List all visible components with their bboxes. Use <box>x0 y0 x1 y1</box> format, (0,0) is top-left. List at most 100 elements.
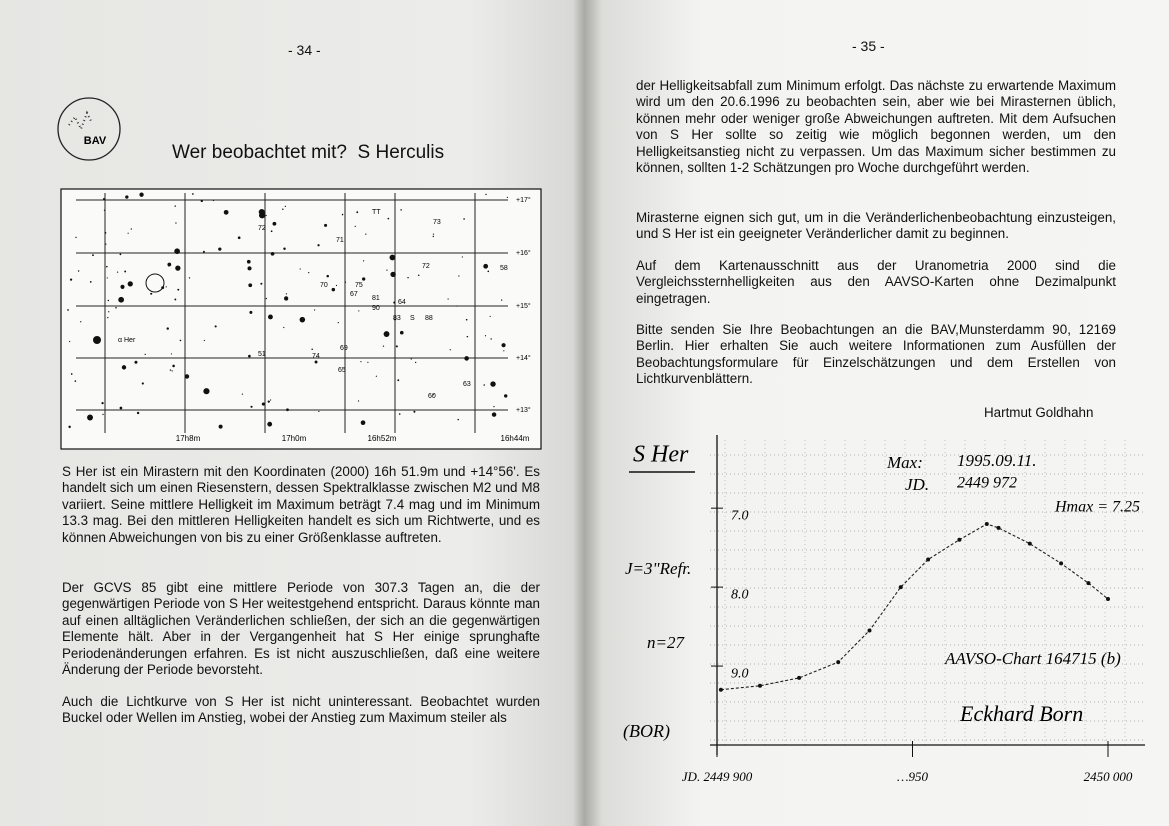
star <box>285 293 288 295</box>
x-tick-label: JD. 2449 900 <box>682 769 753 784</box>
star <box>247 266 252 271</box>
page-number: - 35 - <box>852 38 885 54</box>
star <box>314 360 318 364</box>
star <box>200 199 203 203</box>
star <box>285 298 288 301</box>
observer: Eckhard Born <box>959 701 1083 726</box>
star <box>456 305 458 307</box>
chart-note: AAVSO-Chart 164715 (b) <box>944 649 1121 668</box>
star-label: 81 <box>372 295 380 302</box>
star <box>249 310 253 314</box>
star <box>489 315 491 318</box>
observation <box>898 585 903 590</box>
star <box>506 196 508 198</box>
star <box>77 270 80 272</box>
observation <box>836 660 841 665</box>
star <box>250 405 253 408</box>
star <box>265 297 267 300</box>
star <box>134 360 138 364</box>
star <box>358 310 360 312</box>
star <box>284 205 287 208</box>
star <box>124 270 127 273</box>
star <box>501 299 503 301</box>
star <box>192 193 194 195</box>
star <box>174 298 177 301</box>
star <box>67 309 69 311</box>
dec-label: +15° <box>516 302 531 310</box>
max-date: 1995.09.11. <box>957 451 1037 470</box>
paragraph: Bitte senden Sie Ihre Beobachtungen an d… <box>636 322 1116 387</box>
dec-label: +14° <box>516 354 531 362</box>
observation <box>1086 581 1091 586</box>
star-label: 58 <box>500 265 508 272</box>
star-chart: +17° +16° +15° +14° +13° 17h8m 17h0m 16h52m 16h4… <box>60 188 542 450</box>
star <box>169 369 172 371</box>
star <box>139 192 144 197</box>
observation <box>758 683 763 688</box>
star <box>357 400 360 402</box>
star <box>337 322 339 324</box>
star <box>282 208 284 210</box>
ra-label: 17h0m <box>282 434 307 443</box>
star <box>313 309 316 311</box>
star <box>465 318 468 321</box>
star <box>89 280 92 283</box>
star <box>175 222 177 224</box>
star <box>407 276 409 279</box>
star-label: 71 <box>336 237 344 244</box>
observation <box>1106 596 1110 601</box>
star <box>107 317 109 319</box>
star <box>417 274 420 276</box>
star <box>490 338 492 340</box>
star <box>74 380 77 382</box>
star <box>179 339 182 342</box>
star <box>386 269 388 271</box>
star-label: TT <box>372 209 381 216</box>
jd-label: JD. <box>905 475 929 494</box>
star <box>286 408 289 412</box>
star <box>341 213 344 216</box>
star <box>174 205 176 207</box>
star <box>258 208 265 215</box>
star <box>188 277 191 279</box>
star <box>105 243 107 245</box>
star <box>410 358 412 360</box>
star-label: 67 <box>350 291 358 298</box>
star <box>269 399 272 401</box>
star <box>167 265 170 267</box>
observation <box>984 521 989 526</box>
light-curve <box>720 523 1109 691</box>
star <box>270 251 275 256</box>
star <box>246 259 251 264</box>
star <box>399 330 404 335</box>
star <box>268 314 273 320</box>
star-label: α Her <box>118 337 136 344</box>
dec-label: +16° <box>516 249 531 257</box>
star <box>108 311 110 313</box>
star <box>484 335 487 337</box>
star <box>120 284 125 289</box>
star <box>397 379 400 382</box>
observation <box>867 628 872 633</box>
star <box>390 271 396 278</box>
star-label: 72 <box>258 225 266 232</box>
star <box>504 394 508 398</box>
observation <box>926 557 931 562</box>
star <box>318 410 320 413</box>
star-label: 51 <box>258 351 266 358</box>
star <box>136 411 140 415</box>
star-label: 72 <box>422 263 430 270</box>
star <box>175 265 181 271</box>
star <box>485 193 487 196</box>
star <box>326 274 329 278</box>
star <box>432 394 435 396</box>
star <box>283 326 285 329</box>
star <box>171 370 173 372</box>
star <box>466 335 469 338</box>
star <box>93 336 101 344</box>
star <box>68 425 71 429</box>
star <box>70 373 73 375</box>
bav-logo: BAV <box>57 97 121 161</box>
star <box>248 283 253 288</box>
